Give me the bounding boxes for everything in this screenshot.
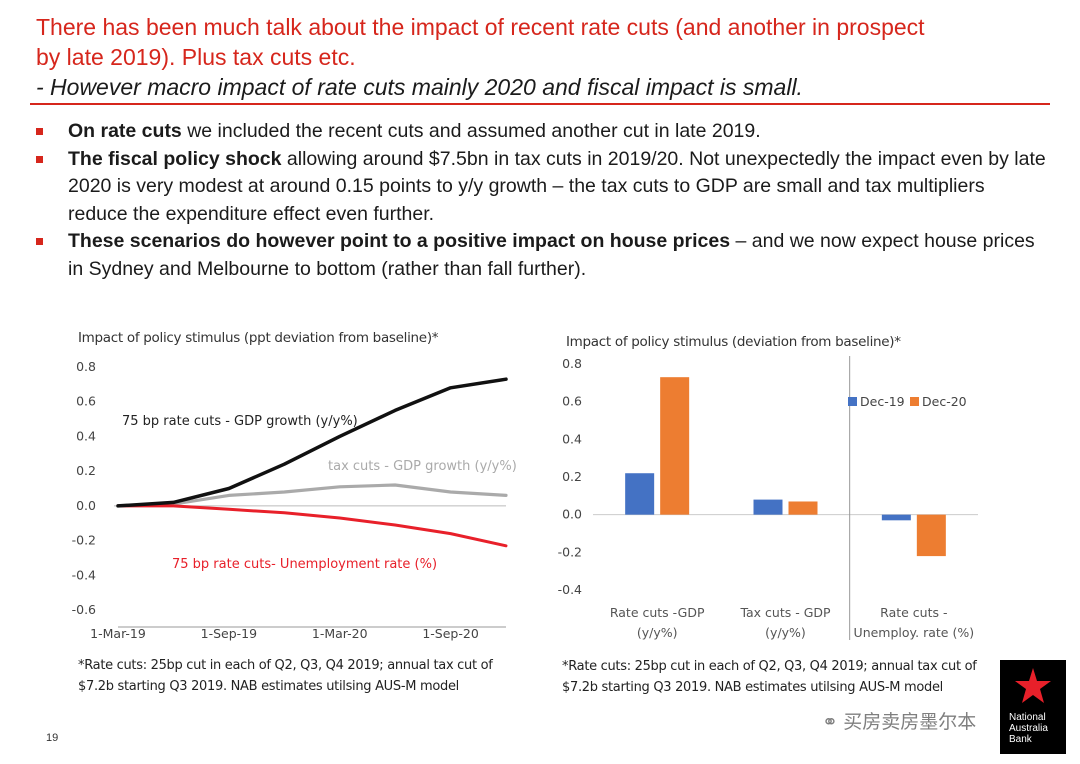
bullet-bold: These scenarios do however point to a po… [68, 230, 731, 252]
bullet-text: – and we now expect house prices in Sydn… [68, 230, 1035, 280]
legend-label: Dec-19 [860, 394, 905, 409]
note-line: $7.2b starting Q3 2019. NAB estimates ut… [78, 679, 459, 694]
y-tick-label: -0.4 [72, 567, 96, 582]
slide-title: There has been much talk about the impac… [36, 12, 1046, 102]
x-tick-label: 1-Sep-20 [422, 626, 478, 641]
y-tick-label: 0.4 [562, 431, 582, 446]
bullet-bold: On rate cuts [68, 120, 182, 142]
bar-dec-20 [788, 501, 818, 515]
logo-text-line: Australia [1009, 723, 1048, 734]
bar-dec-19 [881, 514, 911, 521]
x-category-label: Tax cuts - GDP [739, 605, 831, 620]
y-tick-label: 0.8 [562, 356, 582, 371]
line-chart-note: *Rate cuts: 25bp cut in each of Q2, Q3, … [78, 655, 493, 697]
y-tick-label: 0.2 [76, 463, 96, 478]
bar-dec-20 [916, 514, 946, 557]
series-label: 75 bp rate cuts- Unemployment rate (%) [172, 557, 437, 572]
y-tick-label: 0.2 [562, 469, 582, 484]
legend-label: Dec-20 [922, 394, 967, 409]
title-line-1: There has been much talk about the impac… [36, 14, 925, 40]
x-category-label: Unemploy. rate (%) [854, 625, 975, 640]
wechat-watermark: ⚭ 买房卖房墨尔本 [822, 707, 976, 734]
x-tick-label: 1-Sep-19 [201, 626, 257, 641]
logo-text-line: Bank [1009, 734, 1032, 745]
x-tick-label: 1-Mar-20 [312, 626, 368, 641]
bar-chart-title: Impact of policy stimulus (deviation fro… [566, 334, 901, 350]
note-line: *Rate cuts: 25bp cut in each of Q2, Q3, … [562, 659, 977, 674]
series-label: tax cuts - GDP growth (y/y%) [328, 459, 517, 474]
y-tick-label: -0.6 [72, 602, 96, 617]
bullet-item: These scenarios do however point to a po… [36, 228, 1046, 283]
y-tick-label: 0.6 [562, 394, 582, 409]
y-tick-label: 0.0 [562, 507, 582, 522]
bullet-text: allowing around $7.5bn in tax cuts in 20… [68, 147, 1046, 225]
y-tick-label: -0.4 [558, 582, 582, 597]
bullet-item: The fiscal policy shock allowing around … [36, 146, 1046, 229]
note-line: $7.2b starting Q3 2019. NAB estimates ut… [562, 680, 943, 695]
wechat-text: 买房卖房墨尔本 [843, 712, 977, 733]
bullet-item: On rate cuts we included the recent cuts… [36, 118, 1046, 146]
wechat-icon: ⚭ [822, 712, 838, 733]
bar-chart: 0.8 0.6 0.4 0.2 0.0 -0.2 -0.4 Rate cuts -GDP (y/… [558, 356, 978, 640]
line-chart-title: Impact of policy stimulus (ppt deviation… [78, 330, 439, 346]
y-tick-label: -0.2 [72, 533, 96, 548]
page-number: 19 [46, 732, 59, 744]
legend-swatch [910, 397, 919, 406]
bar-dec-20 [660, 377, 690, 515]
bar-chart-note: *Rate cuts: 25bp cut in each of Q2, Q3, … [562, 656, 977, 698]
logo-text-line: National [1009, 712, 1046, 723]
y-tick-label: 0.6 [76, 394, 96, 409]
y-tick-label: 0.8 [76, 359, 96, 374]
series-line [116, 504, 508, 548]
series-label: 75 bp rate cuts - GDP growth (y/y%) [122, 414, 358, 429]
title-line-3: - However macro impact of rate cuts main… [36, 74, 803, 100]
legend-swatch [848, 397, 857, 406]
bar-dec-19 [753, 499, 783, 515]
bullet-marker [36, 238, 43, 245]
x-category-label: Rate cuts - [880, 605, 947, 620]
x-category-label: (y/y%) [765, 625, 806, 640]
x-category-label: (y/y%) [637, 625, 678, 640]
line-chart: 0.8 0.6 0.4 0.2 0.0 -0.2 -0.4 -0.6 1-Mar-19 1-Sep… [72, 359, 517, 641]
x-tick-label: 1-Mar-19 [90, 626, 146, 641]
nab-star-icon [1015, 668, 1051, 703]
title-divider [30, 103, 1050, 105]
nab-logo: National Australia Bank [1000, 660, 1066, 754]
bar-dec-19 [625, 473, 655, 515]
bullet-list: On rate cuts we included the recent cuts… [36, 118, 1046, 283]
y-tick-label: 0.0 [76, 498, 96, 513]
bullet-text: we included the recent cuts and assumed … [181, 120, 761, 142]
note-line: *Rate cuts: 25bp cut in each of Q2, Q3, … [78, 658, 493, 673]
series-line [116, 483, 508, 508]
title-line-2: by late 2019). Plus tax cuts etc. [36, 44, 356, 70]
bullet-marker [36, 128, 43, 135]
bullet-marker [36, 155, 43, 163]
x-category-label: Rate cuts -GDP [610, 605, 705, 620]
y-tick-label: -0.2 [558, 544, 582, 559]
series-line [116, 377, 508, 508]
y-tick-label: 0.4 [76, 428, 96, 443]
bullet-bold: The fiscal policy shock [68, 147, 282, 170]
